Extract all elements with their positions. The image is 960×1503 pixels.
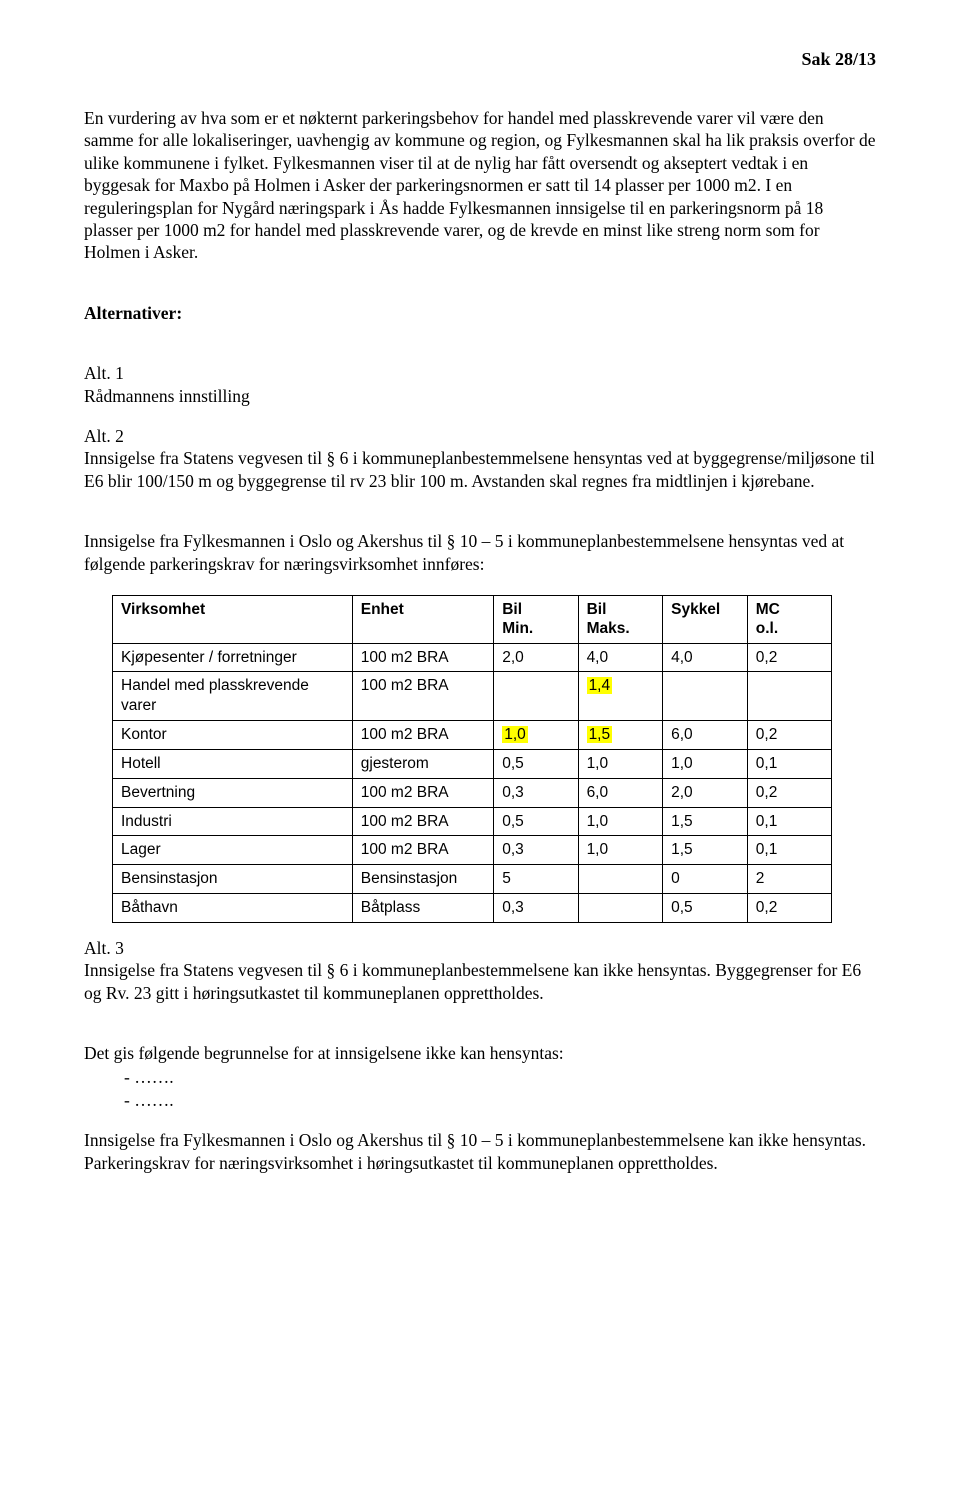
table-row: Hotellgjesterom0,51,01,00,1 bbox=[113, 749, 832, 778]
table-cell: Båthavn bbox=[113, 894, 353, 923]
table-cell: Handel med plasskrevende varer bbox=[113, 672, 353, 721]
table-cell: 0 bbox=[663, 865, 748, 894]
alt3-p3: Innsigelse fra Fylkesmannen i Oslo og Ak… bbox=[84, 1129, 876, 1174]
table-cell: 0,5 bbox=[494, 749, 578, 778]
reason-item: ……. bbox=[124, 1089, 876, 1111]
table-cell: 0,2 bbox=[747, 894, 831, 923]
table-cell: 0,2 bbox=[747, 721, 831, 750]
table-cell bbox=[747, 672, 831, 721]
table-cell: 1,5 bbox=[663, 836, 748, 865]
alt1-text: Rådmannens innstilling bbox=[84, 385, 876, 407]
th-mc-l2: o.l. bbox=[756, 620, 778, 637]
table-cell: Bensinstasjon bbox=[352, 865, 493, 894]
th-virksomhet: Virksomhet bbox=[113, 595, 353, 643]
table-cell: Kontor bbox=[113, 721, 353, 750]
case-number: Sak 28/13 bbox=[84, 48, 876, 71]
table-cell: 0,3 bbox=[494, 894, 578, 923]
table-cell: 0,5 bbox=[494, 807, 578, 836]
th-enhet: Enhet bbox=[352, 595, 493, 643]
table-cell: 1,0 bbox=[578, 807, 663, 836]
table-row: BensinstasjonBensinstasjon502 bbox=[113, 865, 832, 894]
alt1-block: Alt. 1 Rådmannens innstilling bbox=[84, 362, 876, 407]
alt3-block: Alt. 3 Innsigelse fra Statens vegvesen t… bbox=[84, 937, 876, 1174]
table-cell: 1,5 bbox=[578, 721, 663, 750]
reason-item: ……. bbox=[124, 1066, 876, 1088]
alt3-p2: Det gis følgende begrunnelse for at inns… bbox=[84, 1042, 876, 1064]
alternatives-heading: Alternativer: bbox=[84, 302, 876, 324]
table-cell: 0,1 bbox=[747, 807, 831, 836]
parking-table: Virksomhet Enhet Bil Min. Bil Maks. Sykk… bbox=[112, 595, 832, 923]
table-cell: 0,1 bbox=[747, 749, 831, 778]
table-cell: Industri bbox=[113, 807, 353, 836]
th-bil-maks-l1: Bil bbox=[587, 601, 607, 618]
table-cell: 100 m2 BRA bbox=[352, 721, 493, 750]
table-row: Kontor100 m2 BRA1,01,56,00,2 bbox=[113, 721, 832, 750]
table-cell: 0,3 bbox=[494, 836, 578, 865]
th-bil-min: Bil Min. bbox=[494, 595, 578, 643]
table-row: Handel med plasskrevende varer100 m2 BRA… bbox=[113, 672, 832, 721]
table-cell bbox=[578, 865, 663, 894]
table-cell: 4,0 bbox=[578, 643, 663, 672]
table-header-row: Virksomhet Enhet Bil Min. Bil Maks. Sykk… bbox=[113, 595, 832, 643]
alt2-block: Alt. 2 Innsigelse fra Statens vegvesen t… bbox=[84, 425, 876, 575]
table-cell: 2,0 bbox=[494, 643, 578, 672]
table-cell: 1,5 bbox=[663, 807, 748, 836]
alt2-title: Alt. 2 bbox=[84, 425, 876, 447]
table-cell: 0,5 bbox=[663, 894, 748, 923]
reason-list: ……. ……. bbox=[84, 1066, 876, 1111]
table-row: Lager100 m2 BRA0,31,01,50,1 bbox=[113, 836, 832, 865]
alt2-p2: Innsigelse fra Fylkesmannen i Oslo og Ak… bbox=[84, 530, 876, 575]
table-row: Industri100 m2 BRA0,51,01,50,1 bbox=[113, 807, 832, 836]
table-cell: Bensinstasjon bbox=[113, 865, 353, 894]
table-cell bbox=[663, 672, 748, 721]
th-sykkel: Sykkel bbox=[663, 595, 748, 643]
alt2-p1: Innsigelse fra Statens vegvesen til § 6 … bbox=[84, 447, 876, 492]
table-cell bbox=[494, 672, 578, 721]
intro-paragraph: En vurdering av hva som er et nøkternt p… bbox=[84, 107, 876, 264]
table-cell: 2,0 bbox=[663, 778, 748, 807]
th-bil-maks-l2: Maks. bbox=[587, 620, 630, 637]
table-cell: 6,0 bbox=[663, 721, 748, 750]
th-bil-maks: Bil Maks. bbox=[578, 595, 663, 643]
table-cell: 0,2 bbox=[747, 778, 831, 807]
table-cell: 0,1 bbox=[747, 836, 831, 865]
alt1-title: Alt. 1 bbox=[84, 362, 876, 384]
th-mc: MC o.l. bbox=[747, 595, 831, 643]
table-cell: gjesterom bbox=[352, 749, 493, 778]
document-page: Sak 28/13 En vurdering av hva som er et … bbox=[0, 0, 960, 1503]
table-cell: 100 m2 BRA bbox=[352, 807, 493, 836]
table-cell: 1,0 bbox=[578, 836, 663, 865]
table-row: BåthavnBåtplass0,3 0,50,2 bbox=[113, 894, 832, 923]
table-cell: 5 bbox=[494, 865, 578, 894]
table-cell: 4,0 bbox=[663, 643, 748, 672]
table-cell: 100 m2 BRA bbox=[352, 836, 493, 865]
table-cell: Kjøpesenter / forretninger bbox=[113, 643, 353, 672]
table-cell: 6,0 bbox=[578, 778, 663, 807]
table-cell: 100 m2 BRA bbox=[352, 643, 493, 672]
table-row: Bevertning100 m2 BRA0,36,02,00,2 bbox=[113, 778, 832, 807]
th-mc-l1: MC bbox=[756, 601, 780, 618]
table-cell: Bevertning bbox=[113, 778, 353, 807]
table-cell: 2 bbox=[747, 865, 831, 894]
table-row: Kjøpesenter / forretninger100 m2 BRA2,04… bbox=[113, 643, 832, 672]
alt3-title: Alt. 3 bbox=[84, 937, 876, 959]
table-cell: Hotell bbox=[113, 749, 353, 778]
table-cell: Lager bbox=[113, 836, 353, 865]
table-cell: 1,0 bbox=[578, 749, 663, 778]
table-cell: 0,2 bbox=[747, 643, 831, 672]
table-cell: 100 m2 BRA bbox=[352, 672, 493, 721]
table-cell: Båtplass bbox=[352, 894, 493, 923]
th-bil-min-l1: Bil bbox=[502, 601, 522, 618]
table-cell: 1,0 bbox=[663, 749, 748, 778]
alt3-p1: Innsigelse fra Statens vegvesen til § 6 … bbox=[84, 959, 876, 1004]
th-bil-min-l2: Min. bbox=[502, 620, 533, 637]
table-cell bbox=[578, 894, 663, 923]
table-cell: 100 m2 BRA bbox=[352, 778, 493, 807]
table-cell: 0,3 bbox=[494, 778, 578, 807]
table-cell: 1,4 bbox=[578, 672, 663, 721]
table-cell: 1,0 bbox=[494, 721, 578, 750]
